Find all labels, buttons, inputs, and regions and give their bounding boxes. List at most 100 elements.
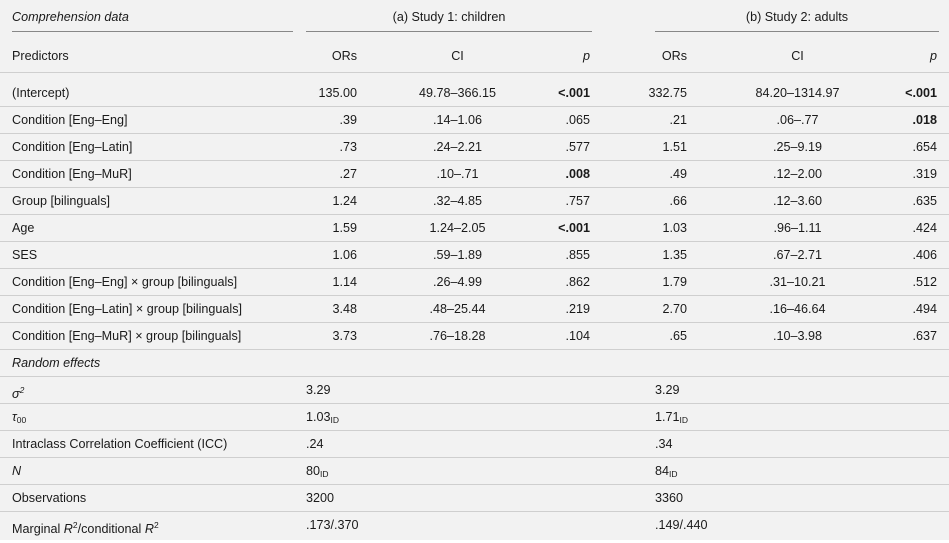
p-study2: .637 — [912, 329, 937, 343]
or-study2: 1.51 — [662, 140, 687, 154]
random-effects-row: Random effects — [0, 350, 949, 377]
predictor-label: Condition [Eng–Latin] — [12, 140, 133, 154]
predictor-label: (Intercept) — [12, 86, 70, 100]
ci-study1: .26–4.99 — [432, 275, 483, 289]
table-row: (Intercept) 135.00 49.78–366.15 <.001 332.75… — [0, 80, 949, 107]
or-study1: .27 — [339, 167, 357, 181]
study1-heading: (a) Study 1: children — [392, 10, 506, 24]
predictors-header: Predictors — [12, 49, 69, 63]
ci-study2: .12–2.00 — [772, 167, 823, 181]
ci-study1: .48–25.44 — [429, 302, 486, 316]
icc-study1: .24 — [306, 437, 324, 451]
header-rule-study1 — [306, 31, 592, 32]
ci-study1: .10–.71 — [436, 167, 479, 181]
or-study1: 3.48 — [332, 302, 357, 316]
study2-heading: (b) Study 2: adults — [745, 10, 849, 24]
table-row: SES 1.06 .59–1.89 .855 1.35 .67–2.71 .406 — [0, 242, 949, 269]
observations-row: Observations 3200 3360 — [0, 485, 949, 512]
ci-study1: .32–4.85 — [432, 194, 483, 208]
tau-study1: 1.03ID — [306, 410, 340, 425]
n-study1: 80ID — [306, 464, 329, 479]
table-row: Condition [Eng–MuR] × group [bilinguals]… — [0, 323, 949, 350]
ci-study2: .06–.77 — [776, 113, 819, 127]
table-row: Condition [Eng–Latin] .73 .24–2.21 .577 1.51… — [0, 134, 949, 161]
p2-header: p — [929, 49, 937, 63]
predictor-label: Condition [Eng–MuR] — [12, 167, 132, 181]
header-row-columns: Predictors ORs CI p ORs CI p — [0, 43, 949, 73]
random-effects-title: Random effects — [12, 356, 101, 370]
predictor-label: Condition [Eng–MuR] × group [bilinguals] — [12, 329, 242, 343]
table-label: Comprehension data — [12, 10, 129, 24]
ors1-header: ORs — [331, 49, 357, 63]
table-row: Condition [Eng–Latin] × group [bilingual… — [0, 296, 949, 323]
r2-label: Marginal R2/conditional R2 — [12, 520, 159, 536]
ors2-header: ORs — [661, 49, 687, 63]
p-study1: .219 — [565, 302, 590, 316]
p-study2: .319 — [912, 167, 937, 181]
n-row: N 80ID 84ID — [0, 458, 949, 485]
ci-study1: .59–1.89 — [432, 248, 483, 262]
ci-study2: .12–3.60 — [772, 194, 823, 208]
or-study1: 135.00 — [318, 86, 357, 100]
table-row: Condition [Eng–Eng] × group [bilinguals]… — [0, 269, 949, 296]
predictor-label: Condition [Eng–Latin] × group [bilingual… — [12, 302, 242, 316]
p-study1: .855 — [565, 248, 590, 262]
p-study1: .862 — [565, 275, 590, 289]
ci-study1: 49.78–366.15 — [418, 86, 497, 100]
or-study1: .39 — [339, 113, 357, 127]
header-rule-label — [12, 31, 293, 32]
predictor-label: Condition [Eng–Eng] × group [bilinguals] — [12, 275, 238, 289]
table-row: Condition [Eng–Eng] .39 .14–1.06 .065 .21 .06… — [0, 107, 949, 134]
or-study1: 3.73 — [332, 329, 357, 343]
ci-study2: .67–2.71 — [772, 248, 823, 262]
p-study2: .424 — [912, 221, 937, 235]
r2-row: Marginal R2/conditional R2 .173/.370 .14… — [0, 512, 949, 540]
sigma-study2: 3.29 — [655, 383, 680, 397]
or-study1: 1.14 — [332, 275, 357, 289]
p-study1: .065 — [565, 113, 590, 127]
ci-study1: .14–1.06 — [432, 113, 483, 127]
observations-study2: 3360 — [655, 491, 684, 505]
p-study2: .654 — [912, 140, 937, 154]
table-row: Age 1.59 1.24–2.05 <.001 1.03 .96–1.11 .424 — [0, 215, 949, 242]
r2-study2: .149/.440 — [655, 518, 708, 532]
or-study2: .49 — [669, 167, 687, 181]
p-study1: <.001 — [558, 221, 590, 235]
ci2-header: CI — [791, 49, 804, 63]
p-study1: .757 — [565, 194, 590, 208]
p-study2: .494 — [912, 302, 937, 316]
p-study2: .512 — [912, 275, 937, 289]
p-study1: .104 — [565, 329, 590, 343]
observations-label: Observations — [12, 491, 87, 505]
or-study1: 1.06 — [332, 248, 357, 262]
icc-study2: .34 — [655, 437, 673, 451]
or-study1: 1.59 — [332, 221, 357, 235]
predictor-label: Group [bilinguals] — [12, 194, 111, 208]
tau-label: τ00 — [12, 410, 27, 425]
ci-study2: .25–9.19 — [772, 140, 823, 154]
p1-header: p — [582, 49, 590, 63]
or-study2: .66 — [669, 194, 687, 208]
ci1-header: CI — [451, 49, 464, 63]
observations-study1: 3200 — [306, 491, 335, 505]
ci-study2: 84.20–1314.97 — [755, 86, 840, 100]
ci-study2: .10–3.98 — [772, 329, 823, 343]
header-rule-study2 — [655, 31, 939, 32]
predictor-label: SES — [12, 248, 38, 262]
or-study2: .21 — [669, 113, 687, 127]
n-label: N — [12, 464, 22, 478]
header-row-studies: Comprehension data (a) Study 1: children… — [0, 4, 949, 31]
ci-study2: .96–1.11 — [773, 221, 822, 235]
tau-study2: 1.71ID — [655, 410, 689, 425]
sigma-row: σ2 3.29 3.29 — [0, 377, 949, 404]
p-study2: .635 — [912, 194, 937, 208]
p-study2: .018 — [912, 113, 937, 127]
or-study2: 1.03 — [662, 221, 687, 235]
or-study1: 1.24 — [332, 194, 357, 208]
tau-row: τ00 1.03ID 1.71ID — [0, 404, 949, 431]
p-study1: .008 — [565, 167, 590, 181]
ci-study1: 1.24–2.05 — [429, 221, 486, 235]
p-study1: <.001 — [558, 86, 590, 100]
r2-study1: .173/.370 — [306, 518, 359, 532]
